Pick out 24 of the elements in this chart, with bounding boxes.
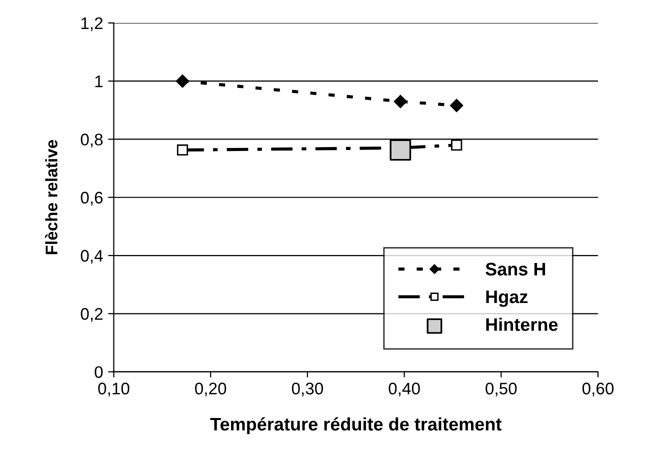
x-tick-label: 0,40 [388,382,420,396]
y-tick-label: 1,2 [81,17,102,32]
point [451,139,462,151]
x-tick-label: 0,60 [582,382,614,396]
x-tick-label: 0,30 [292,382,324,396]
text: Hinterne [486,318,558,331]
legend-label: Sans H [486,262,546,276]
x-axis-title: Température réduite de traitement [210,417,502,434]
point [176,144,188,156]
y-tick-label: 0,6 [80,192,103,206]
y-tick-label: 0,8 [80,134,103,148]
point [176,74,190,88]
y-tick-label: 0,4 [80,250,103,264]
point [390,139,412,161]
x-tick-label: 0,20 [195,382,226,396]
y-axis-title: Flèche relative [45,140,58,254]
legend-label: Hgaz [486,290,528,307]
y-tick-label: 1 [95,76,103,88]
y-tick-label: 0,2 [80,308,102,322]
point [450,98,464,112]
y-tick-label: 0 [94,366,103,378]
point [394,94,408,108]
x-tick-label: 0,10 [98,382,130,396]
x-tick-label: 0,50 [486,382,517,396]
